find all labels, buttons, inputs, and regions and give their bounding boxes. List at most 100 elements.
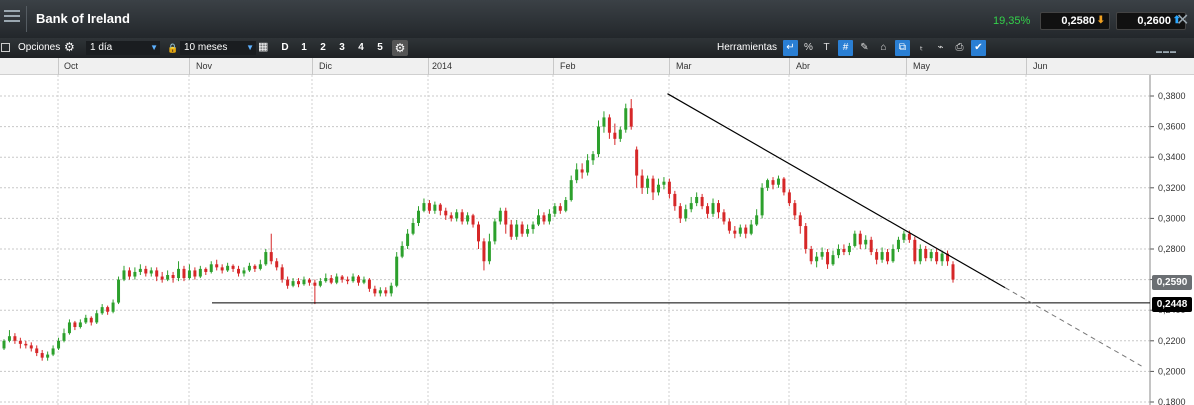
lock-icon[interactable]: 🔒 <box>167 43 179 53</box>
candle-down <box>13 336 17 341</box>
month-divider <box>189 58 190 75</box>
candle-down <box>438 204 442 211</box>
candle-up <box>918 249 922 262</box>
candle-up <box>2 340 6 349</box>
close-icon[interactable]: ✕ <box>1176 12 1190 29</box>
marker-icon[interactable]: ⌂ <box>880 42 887 53</box>
candle-up <box>891 249 895 262</box>
candle-down <box>460 212 464 222</box>
price-chart[interactable]: 0,38000,36000,34000,32000,30000,28000,26… <box>0 75 1194 405</box>
options-button[interactable]: Opciones <box>18 42 61 53</box>
month-label-2014: 2014 <box>432 61 453 71</box>
candle-down <box>520 224 524 234</box>
candle-up <box>149 270 153 274</box>
candle-down <box>727 221 731 231</box>
candle-down <box>160 276 164 280</box>
period-button-5[interactable]: 5 <box>377 42 383 53</box>
period-button-1[interactable]: 1 <box>301 42 307 53</box>
candle-up <box>526 229 530 234</box>
range-select[interactable]: 10 meses ▼ <box>180 41 256 55</box>
candle-down <box>280 267 284 280</box>
sell-price-button[interactable]: 0,2580 ⬇ <box>1040 12 1110 30</box>
candle-up <box>138 268 142 272</box>
level-price-tag: 0,2448 <box>1152 297 1192 312</box>
candle-up <box>531 224 535 230</box>
hamburger-menu-icon[interactable] <box>4 10 20 26</box>
candle-down <box>913 239 917 262</box>
chevron-down-icon: ▼ <box>246 43 254 52</box>
candle-down <box>951 264 955 280</box>
candle-up <box>187 270 191 279</box>
candle-up <box>547 213 551 222</box>
candle-up <box>324 278 328 282</box>
month-divider <box>312 58 313 75</box>
candle-up <box>847 245 851 253</box>
candle-up <box>351 276 355 282</box>
candle-down <box>427 203 431 211</box>
candle-up <box>493 221 497 242</box>
candlestick-chart[interactable]: 0,38000,36000,34000,32000,30000,28000,26… <box>0 75 1194 405</box>
candle-up <box>62 333 66 341</box>
pencil-icon[interactable]: ✎ <box>860 42 869 53</box>
candle-down <box>18 340 22 344</box>
print-icon[interactable]: ⎙ <box>955 42 964 53</box>
candle-down <box>629 108 633 127</box>
y-tick-label: 0,3600 <box>1158 122 1186 132</box>
period-button-d[interactable]: D <box>281 42 289 53</box>
divider <box>26 6 27 32</box>
trendline-extension <box>1004 287 1142 367</box>
candle-down <box>667 181 671 194</box>
candle-up <box>591 154 595 161</box>
candle-up <box>400 245 404 257</box>
options-panel-icon[interactable] <box>1 43 10 52</box>
candle-down <box>509 224 513 237</box>
month-label-jun: Jun <box>1033 61 1048 71</box>
candle-down <box>826 252 830 265</box>
buy-price-button[interactable]: 0,2600 ⬆ <box>1116 12 1186 30</box>
candle-up <box>624 108 628 130</box>
candle-down <box>373 288 377 294</box>
candle-down <box>182 268 186 279</box>
period-button-2[interactable]: 2 <box>320 42 326 53</box>
candle-up <box>880 252 884 260</box>
candle-down <box>144 268 148 274</box>
buy-arrow-icon: ⬆ <box>1172 15 1181 26</box>
chart-settings-icon[interactable]: ⚙ <box>392 40 408 56</box>
candle-up <box>776 178 780 185</box>
y-tick-label: 0,3000 <box>1158 213 1186 223</box>
gear-icon[interactable]: ⚙ <box>64 40 75 54</box>
candle-down <box>231 265 235 269</box>
indicator-icon[interactable]: ₜ <box>920 42 923 53</box>
month-divider <box>553 58 554 75</box>
candle-up <box>417 210 421 223</box>
line-tool-icon[interactable]: ⧉ <box>895 40 910 56</box>
interval-select[interactable]: 1 día ▼ <box>86 41 160 55</box>
settings-tool-icon[interactable]: ✔ <box>971 40 986 56</box>
y-tick-label: 0,2000 <box>1158 366 1186 376</box>
candle-down <box>787 192 791 204</box>
bring-to-front-icon[interactable]: ↵ <box>783 40 798 56</box>
candle-up <box>433 204 437 211</box>
candle-up <box>264 252 268 265</box>
candle-down <box>716 203 720 213</box>
month-divider <box>669 58 670 75</box>
candle-down <box>482 241 486 262</box>
candle-down <box>804 226 808 249</box>
period-button-4[interactable]: 4 <box>358 42 364 53</box>
candle-down <box>793 203 797 216</box>
candle-down <box>24 343 28 346</box>
candle-up <box>853 233 857 246</box>
candle-down <box>651 178 655 193</box>
calendar-icon[interactable]: ▦ <box>258 41 269 53</box>
candle-down <box>613 132 617 139</box>
period-button-3[interactable]: 3 <box>339 42 345 53</box>
window-layout-icon[interactable]: ▬▬▬ <box>1156 49 1177 55</box>
candle-up <box>662 181 666 185</box>
tools-label: Herramientas <box>717 42 778 53</box>
candle-up <box>564 200 568 211</box>
fibonacci-icon[interactable]: ⌁ <box>937 42 944 53</box>
grid-icon[interactable]: # <box>838 40 853 56</box>
month-label-oct: Oct <box>64 61 79 71</box>
text-icon[interactable]: T <box>823 42 830 53</box>
percent-icon[interactable]: % <box>804 42 813 53</box>
